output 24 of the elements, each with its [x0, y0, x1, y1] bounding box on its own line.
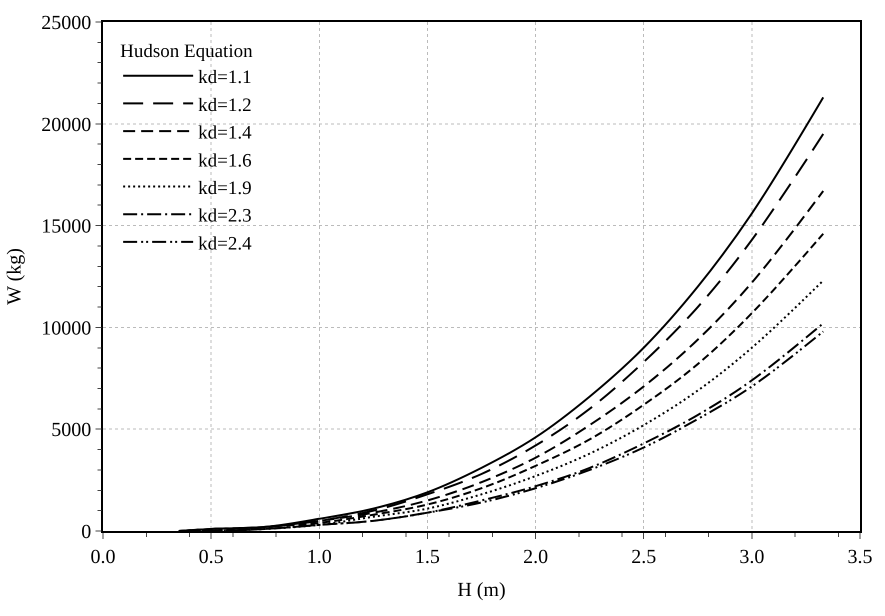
x-tick-label: 1.5 [414, 546, 440, 568]
x-tick-label: 0.0 [90, 546, 116, 568]
legend-label: kd=1.1 [198, 67, 252, 88]
y-tick-label: 10000 [41, 317, 92, 340]
legend-label: kd=2.4 [198, 233, 252, 254]
legend-label: kd=1.6 [198, 150, 252, 172]
y-tick-label: 15000 [41, 216, 92, 238]
y-tick-label: 20000 [41, 114, 92, 136]
legend-label: kd=2.3 [198, 206, 252, 227]
y-tick-label: 25000 [41, 12, 92, 34]
legend-label: kd=1.4 [198, 122, 252, 144]
legend-label: kd=1.9 [198, 178, 252, 199]
x-tick-label: 3.5 [848, 546, 872, 568]
x-axis-title: H (m) [457, 578, 506, 601]
x-tick-label: 2.5 [631, 546, 656, 568]
legend-title: Hudson Equation [120, 40, 254, 62]
x-tick-label: 1.0 [306, 546, 332, 568]
x-tick-label: 2.0 [523, 546, 548, 568]
y-tick-label: 5000 [51, 419, 92, 442]
legend-label: kd=1.2 [198, 94, 252, 116]
x-tick-label: 0.5 [198, 546, 224, 568]
y-tick-label: 0 [81, 521, 92, 543]
x-tick-label: 3.0 [739, 546, 764, 568]
y-axis-title: W (kg) [3, 248, 26, 305]
